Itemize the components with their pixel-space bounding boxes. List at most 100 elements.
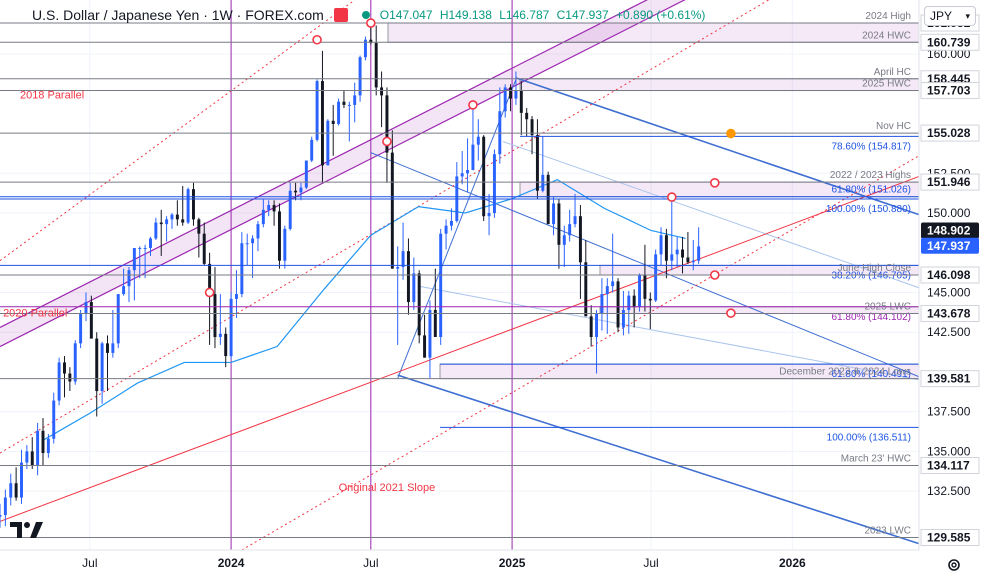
y-tick-label: 142.500 <box>927 325 971 339</box>
candle-body <box>444 225 448 234</box>
candle-body <box>294 190 298 193</box>
candles[interactable] <box>0 23 701 528</box>
candle-body <box>514 90 518 99</box>
candle-body <box>433 309 437 337</box>
candle-body <box>347 104 351 106</box>
live-dot-icon <box>361 11 370 19</box>
price-level-text: 100.00% (150.880) <box>826 204 911 215</box>
price-level-text: 2022 / 2023 Highs <box>830 170 911 181</box>
candle-body <box>261 209 265 225</box>
level-band <box>519 78 920 92</box>
candle-body <box>471 144 475 171</box>
trendline <box>397 374 920 545</box>
currency-select[interactable]: JPY ▾ <box>924 6 976 26</box>
marker-point <box>382 136 392 147</box>
candle-body <box>417 273 421 336</box>
y-tick-label: 132.500 <box>927 484 971 498</box>
candle-body <box>611 281 615 287</box>
price-level-label-box <box>920 82 980 100</box>
candle-body <box>654 254 658 301</box>
price-level-text: April HC <box>874 67 911 78</box>
candle-body <box>686 257 690 263</box>
price-axis[interactable]: 132.500 135.000 137.500 142.500 145.000 150.0… <box>920 14 980 547</box>
price-level-label: 155.028 <box>927 126 971 140</box>
candle-body <box>621 309 625 328</box>
candle-body <box>616 281 620 328</box>
price-badge-label: 148.902 <box>927 223 971 237</box>
candle-body <box>681 249 685 258</box>
candle-body <box>358 57 362 96</box>
marker-point <box>726 308 736 318</box>
candle-body <box>73 343 77 382</box>
x-tick-label: Jul <box>82 556 97 570</box>
price-badge-label: 147.937 <box>927 239 971 253</box>
price-level-label: 157.703 <box>927 84 971 98</box>
candle-body <box>63 362 66 374</box>
price-level-label: 129.585 <box>927 531 971 545</box>
annotations: 2018 Parallel 2020 Parallel Original 2021 … <box>3 90 435 495</box>
candle-body <box>20 462 23 498</box>
trendline <box>0 175 920 522</box>
y-tick-label: 150.000 <box>927 206 971 220</box>
candle-body <box>691 260 695 263</box>
candle-body <box>310 139 314 161</box>
time-axis[interactable]: Jul 2024 Jul 2025 Jul 2026 <box>82 556 806 570</box>
candle-body <box>396 267 400 269</box>
marker-point <box>312 34 322 45</box>
price-level-label-box <box>920 305 980 322</box>
price-level-text: 61.80% (151.026) <box>831 185 911 196</box>
candle-body <box>509 87 513 99</box>
low-value: L146.787 <box>499 8 550 22</box>
candle-body <box>369 39 373 43</box>
price-level-label: 151.946 <box>927 175 971 189</box>
candle-body <box>46 438 50 454</box>
candle-body <box>229 298 233 357</box>
candle-body <box>503 87 507 112</box>
red-flag-icon[interactable] <box>333 8 348 22</box>
annotation-text: Original 2021 Slope <box>339 482 436 494</box>
symbol-title[interactable]: U.S. Dollar / Japanese Yen · 1W · FOREX.… <box>32 7 324 23</box>
candle-body <box>519 90 523 113</box>
candle-body <box>304 160 308 188</box>
price-level-text: March 23' HWC <box>841 453 911 464</box>
x-tick-label: Jul <box>643 556 658 570</box>
gear-icon[interactable] <box>946 557 962 573</box>
candle-body <box>552 203 556 225</box>
price-badge-box <box>921 222 979 239</box>
candle-body <box>675 249 679 255</box>
trendline <box>397 79 517 379</box>
candle-body <box>385 95 389 153</box>
chevron-down-icon: ▾ <box>965 10 970 21</box>
candle-body <box>299 187 303 193</box>
candle-body <box>52 400 56 439</box>
price-level-text: 61.80% (144.102) <box>831 312 911 323</box>
x-tick-label: Jul <box>363 556 378 570</box>
price-level-text: 78.60% (154.817) <box>831 141 911 152</box>
candle-body <box>390 152 394 269</box>
chart-header: U.S. Dollar / Japanese Yen · 1W · FOREX.… <box>0 0 920 30</box>
level-bands <box>387 22 920 380</box>
marker-point <box>709 270 720 280</box>
currency-label: JPY <box>930 9 953 23</box>
candle-body <box>84 302 88 314</box>
candle-body <box>41 430 45 454</box>
candle-body <box>595 313 599 337</box>
price-level-label-box <box>920 173 980 191</box>
candle-body <box>638 275 642 307</box>
candle-body <box>14 483 18 498</box>
candle-body <box>267 205 271 210</box>
x-tick-label: 2025 <box>499 556 526 570</box>
candle-body <box>568 224 572 236</box>
candle-body <box>165 219 169 225</box>
marker-point <box>468 100 478 110</box>
candle-body <box>36 430 40 466</box>
candle-body <box>643 275 647 299</box>
price-level-text: 2024 HWC <box>862 30 911 41</box>
candle-body <box>589 316 593 337</box>
candle-body <box>68 373 72 382</box>
tradingview-logo-icon[interactable] <box>10 520 44 540</box>
price-level-label: 134.117 <box>927 458 970 472</box>
candle-body <box>283 228 287 261</box>
candle-body <box>132 247 136 271</box>
